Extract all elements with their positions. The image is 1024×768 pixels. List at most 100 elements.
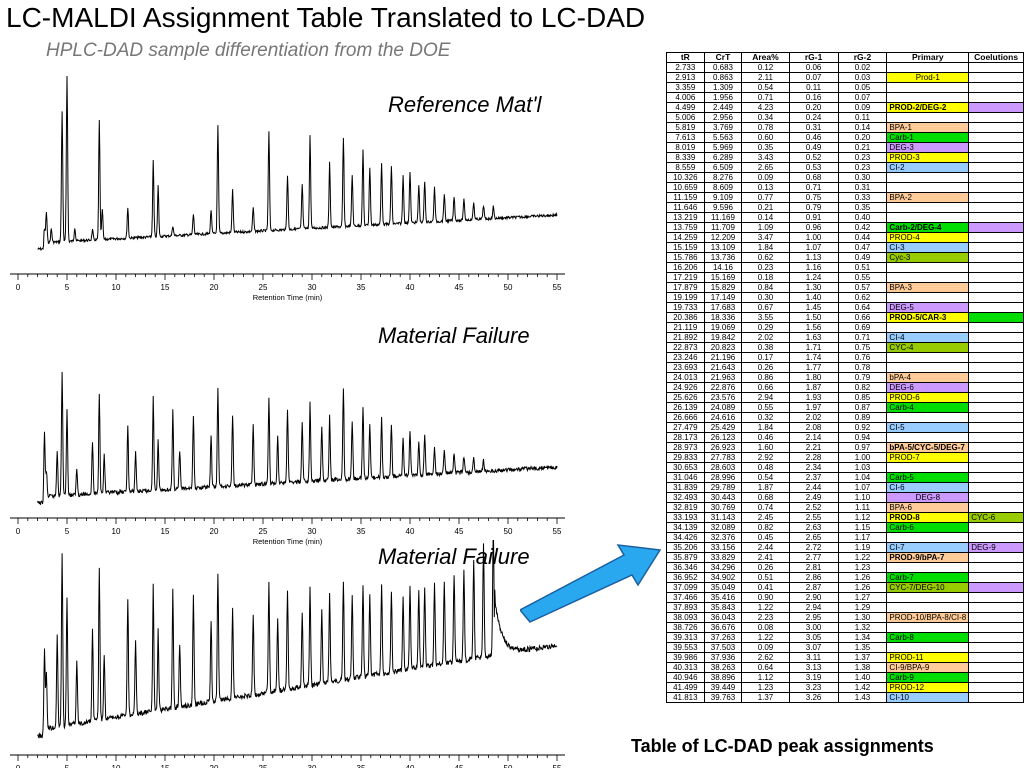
table-cell: 30.653 [666,462,705,473]
table-cell: 2.913 [666,72,705,83]
primary-cell: Carb-9 [886,672,970,683]
table-cell: 1.77 [788,362,839,373]
primary-cell [886,172,970,183]
table-cell: 1.84 [741,242,790,253]
table-cell: 1.00 [788,232,839,243]
coelution-cell [968,652,1024,663]
table-cell: 0.16 [788,92,839,103]
coelution-cell [968,592,1024,603]
table-cell: 0.45 [741,532,790,543]
coelution-cell [968,452,1024,463]
coelution-cell [968,262,1024,273]
table-cell: 2.45 [741,512,790,523]
table-cell: 0.78 [741,122,790,133]
coelution-cell [968,372,1024,383]
table-cell: 4.006 [666,92,705,103]
table-cell: 31.839 [666,482,705,493]
table-cell: 6.509 [703,162,743,173]
table-cell: 0.23 [837,162,888,173]
coelution-cell [968,562,1024,573]
table-row: 2.733 0.683 0.12 0.06 0.02 [666,62,1024,73]
table-cell: 11.169 [703,212,743,223]
primary-cell [886,272,970,283]
table-cell: 0.35 [837,202,888,213]
table-cell: 2.49 [788,492,839,503]
table-cell: 40.313 [666,662,705,673]
table-cell: 0.31 [837,182,888,193]
table-row: 2.913 0.863 2.11 0.07 0.03 Prod-1 [666,72,1024,83]
table-cell: 2.11 [741,72,790,83]
table-row: 28.173 26.123 0.46 2.14 0.94 [666,432,1024,443]
table-cell: 0.53 [788,162,839,173]
table-cell: 0.42 [837,222,888,233]
x-tick-label: 45 [455,527,464,536]
table-cell: 28.996 [703,472,743,483]
table-row: 8.019 5.969 0.35 0.49 0.21 DEG-3 [666,142,1024,153]
coelution-cell [968,572,1024,583]
table-cell: 26.666 [666,412,705,423]
table-row: 23.693 21.643 0.26 1.77 0.78 [666,362,1024,373]
table-cell: 2.92 [741,452,790,463]
table-cell: 0.21 [837,142,888,153]
table-cell: 0.78 [837,362,888,373]
table-cell: 0.82 [837,382,888,393]
table-row: 36.346 34.296 0.26 2.81 1.23 [666,562,1024,573]
panel-label-failure-1: Material Failure [378,323,530,348]
primary-cell [886,602,970,613]
table-cell: 3.00 [788,622,839,633]
primary-cell [886,622,970,633]
table-row: 36.952 34.902 0.51 2.86 1.26 Carb-7 [666,572,1024,583]
table-cell: 1.19 [837,542,888,553]
x-tick-label: 30 [308,764,317,768]
chromatogram-trace [37,371,558,505]
table-cell: 1.74 [788,352,839,363]
table-cell: 34.426 [666,532,705,543]
primary-cell [886,432,970,443]
x-tick-label: 15 [161,283,170,292]
table-cell: 19.733 [666,302,705,313]
table-cell: 2.94 [741,392,790,403]
table-cell: 3.05 [788,632,839,643]
primary-cell [886,412,970,423]
primary-cell: PROD-2/DEG-2 [886,102,970,113]
coelution-cell [968,82,1024,93]
table-cell: 0.11 [837,112,888,123]
table-cell: 1.45 [788,302,839,313]
table-cell: 1.309 [703,82,743,93]
table-cell: 0.20 [788,102,839,113]
table-cell: 1.17 [837,532,888,543]
table-cell: 0.48 [741,462,790,473]
table-cell: 0.62 [741,252,790,263]
coelution-cell [968,162,1024,173]
table-cell: 0.14 [837,122,888,133]
coelution-cell [968,682,1024,693]
column-header: rG-2 [837,52,888,63]
primary-cell [886,362,970,373]
table-cell: 0.30 [837,172,888,183]
table-cell: 1.956 [703,92,743,103]
table-cell: 1.22 [741,602,790,613]
table-cell: 13.759 [666,222,705,233]
coelution-cell [968,502,1024,513]
table-row: 28.973 26.923 1.60 2.21 0.97 bPA-5/CYC-5/DEG-… [666,442,1024,453]
table-cell: 0.71 [788,182,839,193]
table-cell: 29.833 [666,452,705,463]
primary-cell: DEG-5 [886,302,970,313]
table-cell: 0.64 [741,662,790,673]
coelution-cell [968,102,1024,113]
table-cell: 2.87 [788,582,839,593]
table-cell: 1.03 [837,462,888,473]
table-row: 13.219 11.169 0.14 0.91 0.40 [666,212,1024,223]
table-cell: 2.41 [741,552,790,563]
primary-cell: PROD-10/BPA-8/CI-8 [886,612,970,623]
table-cell: 1.07 [788,242,839,253]
column-header: tR [666,52,705,63]
table-cell: 34.902 [703,572,743,583]
table-cell: 5.819 [666,122,705,133]
table-cell: 1.29 [837,602,888,613]
coelution-cell [968,522,1024,533]
table-cell: 0.46 [788,132,839,143]
table-cell: 0.02 [837,62,888,73]
table-cell: 2.77 [788,552,839,563]
coelution-cell [968,92,1024,103]
